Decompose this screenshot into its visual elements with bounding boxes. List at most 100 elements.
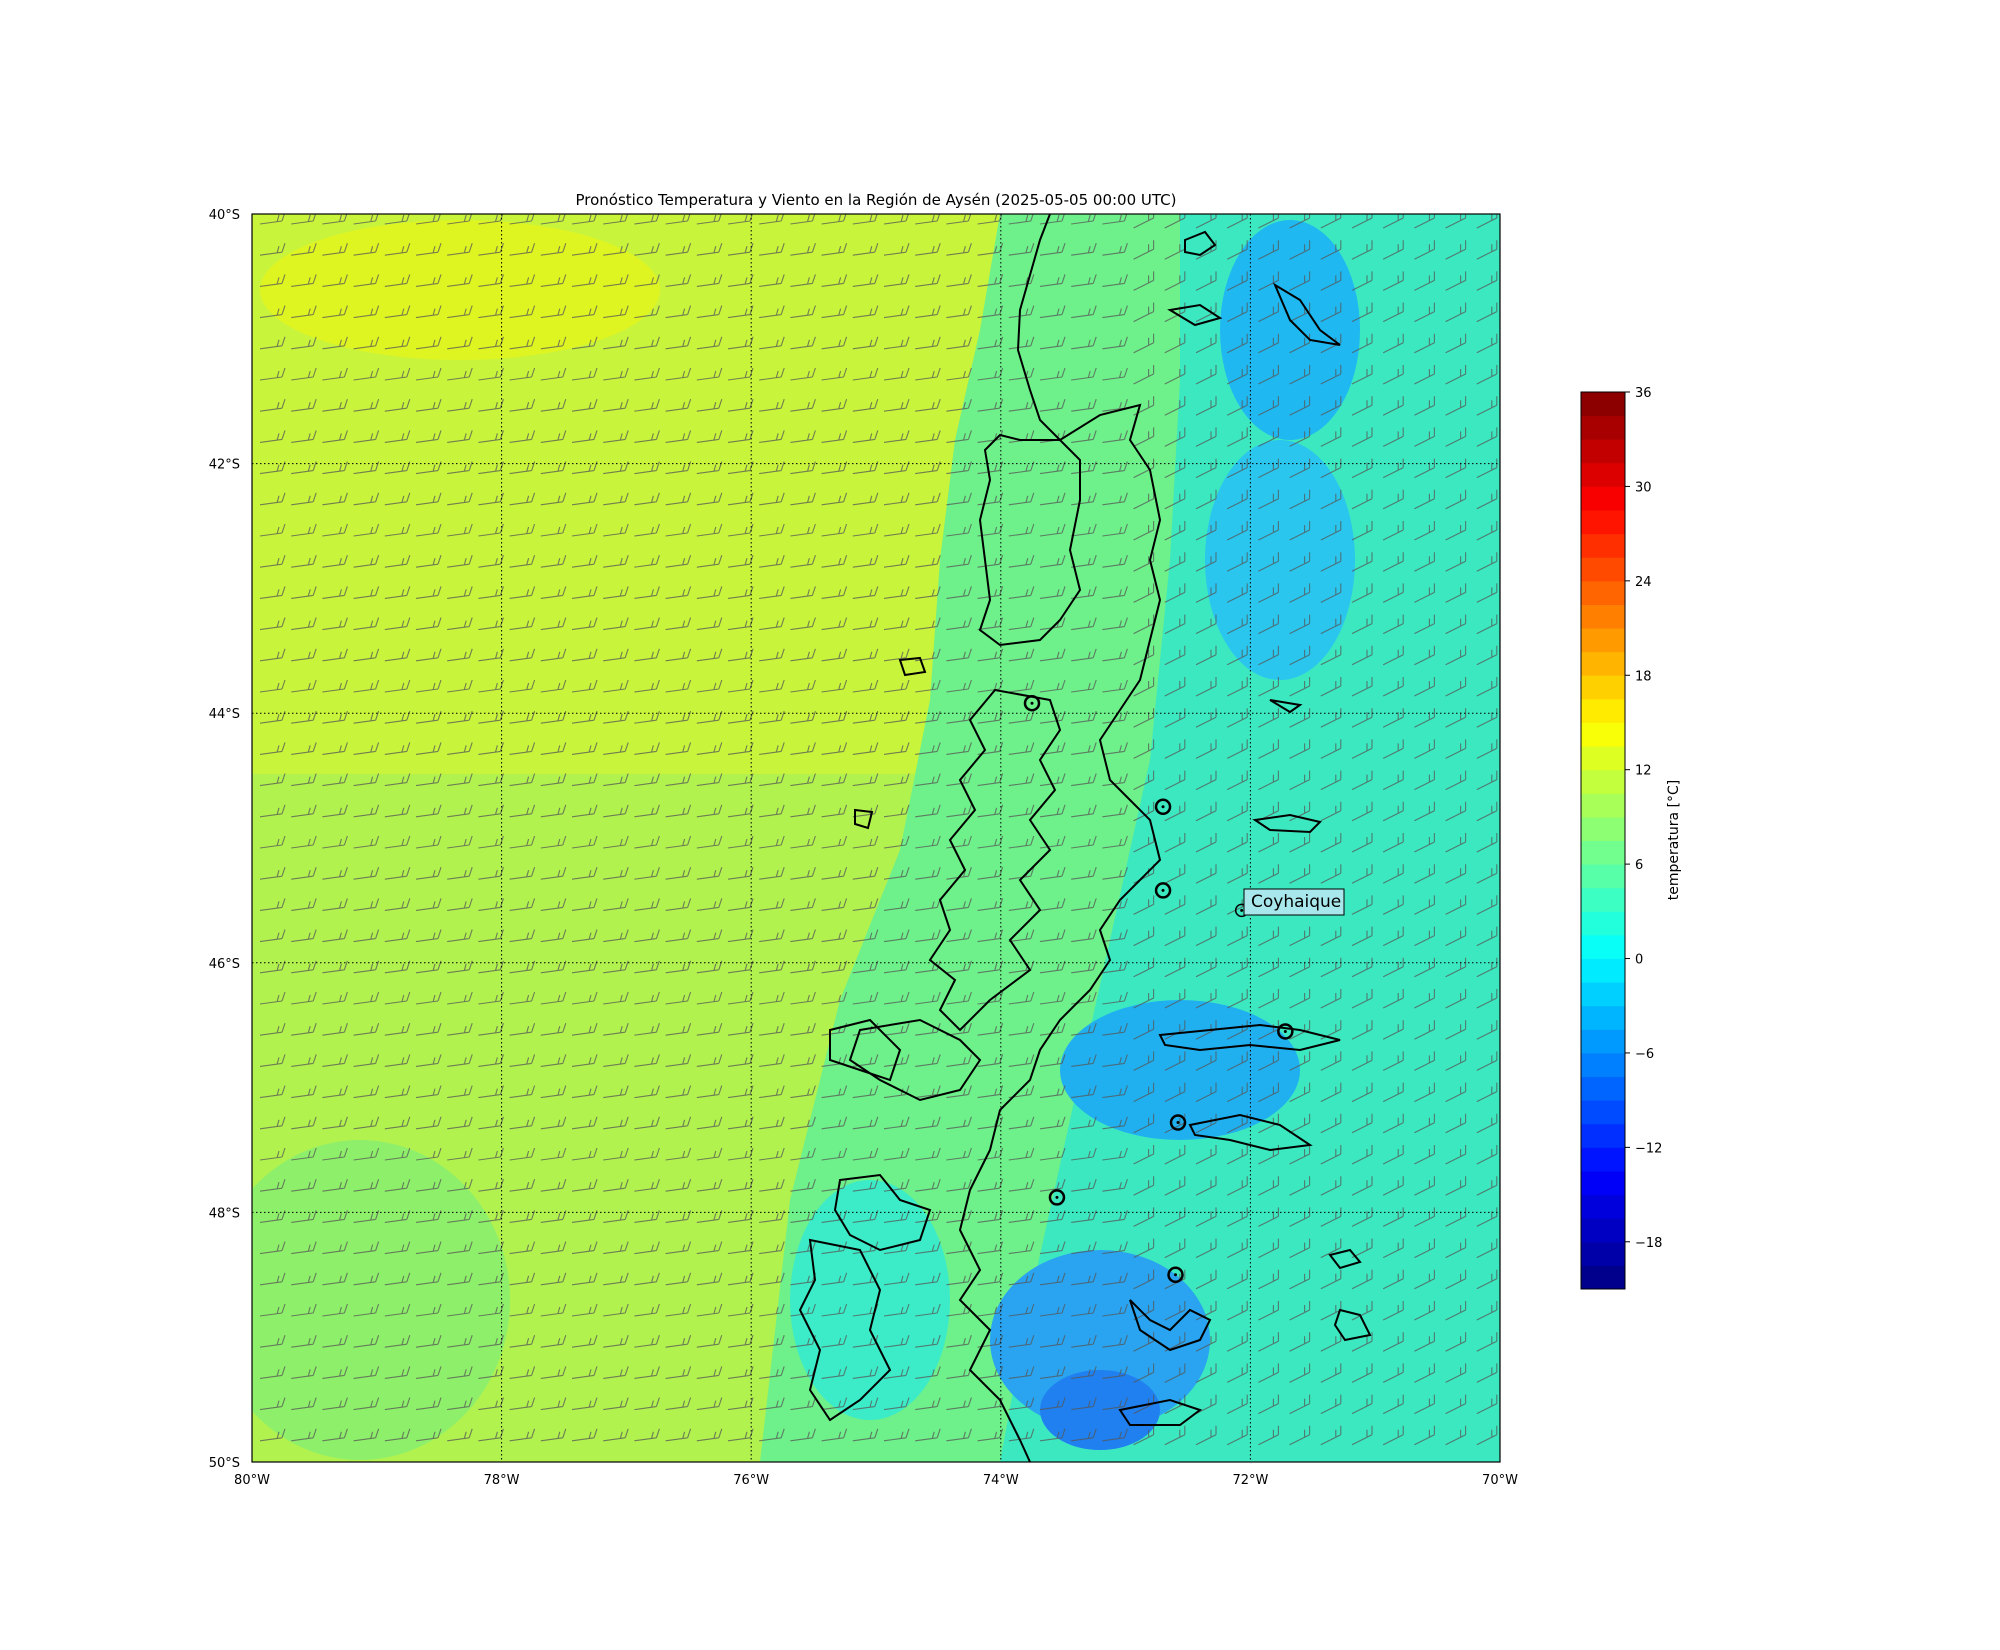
wind-barb	[1133, 1363, 1155, 1383]
wind-barb	[353, 1303, 380, 1317]
wind-barb	[790, 960, 816, 974]
wind-barb	[540, 1147, 567, 1161]
wind-barb	[291, 1366, 317, 1379]
wind-barb	[883, 523, 910, 537]
wind-barb	[1102, 430, 1128, 443]
wind-barb	[1382, 1207, 1404, 1227]
wind-barb	[821, 1303, 848, 1317]
wind-barb	[1320, 1113, 1342, 1134]
wind-barb	[883, 1023, 910, 1036]
wind-barb	[415, 214, 441, 225]
wind-barb	[821, 617, 848, 631]
wind-barb	[1102, 1054, 1128, 1067]
wind-barb	[415, 742, 442, 755]
wind-barb	[1476, 427, 1498, 447]
wind-barb	[1414, 1269, 1435, 1290]
wind-barb	[1382, 801, 1404, 822]
wind-barb	[946, 1210, 972, 1223]
wind-barb	[1289, 1176, 1311, 1196]
wind-barb	[1071, 399, 1097, 412]
wind-barb	[946, 214, 972, 225]
wind-barb	[727, 243, 754, 256]
wind-barb	[1476, 333, 1498, 354]
wind-barb	[1071, 617, 1097, 631]
wind-barb	[353, 929, 380, 943]
wind-barb	[384, 679, 411, 693]
wind-barb	[291, 367, 317, 381]
wind-barb	[353, 711, 380, 724]
wind-barb	[509, 1303, 536, 1317]
wind-barb	[571, 1303, 598, 1317]
wind-barb	[1164, 770, 1186, 791]
wind-barb	[790, 555, 816, 568]
wind-barb	[447, 586, 473, 599]
wind-barb	[1414, 801, 1435, 822]
wind-barb	[1039, 929, 1066, 943]
wind-barb	[478, 1272, 504, 1286]
wind-barb	[1008, 336, 1035, 350]
wind-barb	[946, 835, 972, 849]
wind-barb	[322, 867, 348, 880]
wind-barb	[1289, 739, 1311, 759]
wind-barb	[821, 243, 848, 256]
wind-barb	[790, 898, 816, 911]
wind-barb	[1071, 773, 1097, 787]
wind-barb	[509, 1116, 536, 1130]
wind-barb	[1133, 365, 1155, 385]
wind-barb	[696, 1179, 723, 1192]
wind-barb	[447, 555, 473, 568]
cold-core-north	[1220, 220, 1360, 440]
wind-barb	[447, 991, 473, 1005]
wind-barb	[1195, 1394, 1217, 1415]
wind-barb	[540, 1116, 567, 1130]
lake-east-2	[1333, 1308, 1372, 1342]
wind-barb	[759, 742, 785, 755]
wind-barb	[291, 305, 317, 319]
wind-barb	[322, 1303, 348, 1317]
wind-barb	[540, 399, 567, 412]
wind-barb	[696, 1428, 723, 1442]
wind-barb	[571, 835, 598, 849]
wind-barb	[1102, 243, 1128, 256]
wind-barb	[571, 898, 598, 911]
wind-barb	[384, 1116, 411, 1130]
wind-barb	[1258, 739, 1279, 759]
wind-barb	[447, 1116, 473, 1130]
wind-barb	[1102, 1335, 1128, 1348]
wind-barb	[571, 492, 598, 506]
wind-barb	[478, 523, 504, 537]
wind-barb	[1226, 427, 1248, 447]
wind-barb	[915, 1303, 941, 1317]
colorbar-tick-label: 6	[1635, 858, 1643, 873]
wind-barb	[1320, 739, 1342, 759]
wind-barb	[1102, 1179, 1128, 1192]
wind-barb	[1071, 461, 1097, 475]
wind-barb	[603, 243, 629, 256]
wind-barb	[696, 243, 723, 256]
wind-barb	[977, 336, 1004, 350]
wind-barb	[759, 1241, 785, 1255]
wind-barb	[852, 742, 879, 755]
wind-barb	[1102, 555, 1128, 568]
wind-barb	[1414, 1363, 1435, 1383]
wind-barb	[977, 367, 1004, 381]
wind-barb	[603, 1241, 629, 1255]
wind-barb	[665, 336, 692, 350]
wind-barb	[603, 305, 629, 319]
wind-barb	[1071, 523, 1097, 537]
wind-barb	[415, 1054, 442, 1067]
wind-barb	[1382, 1051, 1404, 1071]
colorbar-bin	[1581, 1265, 1625, 1290]
wind-barb	[384, 867, 411, 880]
wind-barb	[540, 742, 567, 755]
wind-barb	[759, 773, 785, 787]
wind-barb	[852, 274, 879, 287]
wind-barb	[415, 1303, 442, 1317]
wind-barb	[946, 1054, 972, 1067]
wind-barb	[790, 711, 816, 724]
wind-barb	[1445, 583, 1467, 603]
wind-barb	[821, 1428, 848, 1442]
wind-barb	[1226, 396, 1248, 416]
wind-barb	[478, 991, 504, 1005]
wind-barb	[727, 835, 754, 849]
